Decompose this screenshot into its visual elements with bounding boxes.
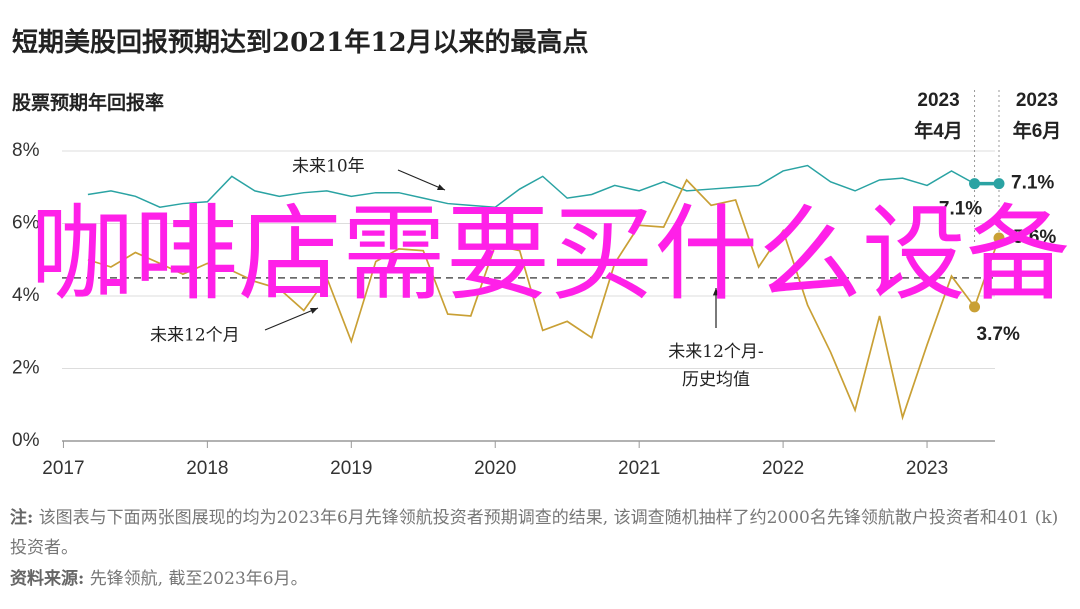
note: 注: 该图表与下面两张图展现的均为2023年6月先锋领航投资者预期调查的结果, … [10,503,1070,563]
note-label: 注: [10,508,34,528]
series-line [87,178,1000,421]
series-annotation: 未来12个月 [150,326,240,346]
period-label: 年6月 [1013,119,1062,142]
overlay-text: 咖啡店需要买什么设备 [29,193,1070,315]
point-label: 3.7% [977,324,1020,345]
x-tick-label: 2018 [186,458,228,479]
arrow-head [310,307,318,314]
point-label: 7.1% [1011,173,1054,194]
period-label: 2023 [1016,90,1058,111]
highlight-point [969,301,981,313]
y-tick-label: 2% [12,358,40,379]
chart-title: 短期美股回报预期达到2021年12月以来的最高点 [12,27,589,58]
x-tick-label: 2023 [906,458,948,479]
series-line [87,164,999,208]
source-text: 先锋领航, 截至2023年6月。 [89,569,308,589]
point-label: 7.1% [939,199,982,220]
x-tick-label: 2022 [762,458,804,479]
x-tick-label: 2017 [42,458,84,479]
x-tick-label: 2020 [474,458,516,479]
note-text: 该图表与下面两张图展现的均为2023年6月先锋领航投资者预期调查的结果, 该调查… [10,508,1059,558]
point-label: 5.6% [1013,227,1056,248]
arrow [264,307,319,331]
y-tick-label: 0% [12,430,40,451]
source-label: 资料来源: [10,569,85,589]
y-tick-label: 6% [12,213,40,234]
x-tick-label: 2019 [330,458,372,479]
arrow-head [437,184,445,190]
y-tick-label: 4% [12,285,40,306]
period-label: 2023 [917,90,959,111]
series-annotation: 未来10年 [292,157,365,177]
period-label: 年4月 [914,119,963,142]
source: 资料来源: 先锋领航, 截至2023年6月。 [10,564,1070,594]
arrow [397,169,446,191]
reference-annotation: 未来12个月-历史均值 [668,342,763,390]
y-tick-label: 8% [12,140,40,161]
highlight-point [993,232,1005,244]
y-axis-label: 股票预期年回报率 [12,91,164,114]
x-tick-label: 2021 [618,458,660,479]
arrow-head [712,288,720,296]
